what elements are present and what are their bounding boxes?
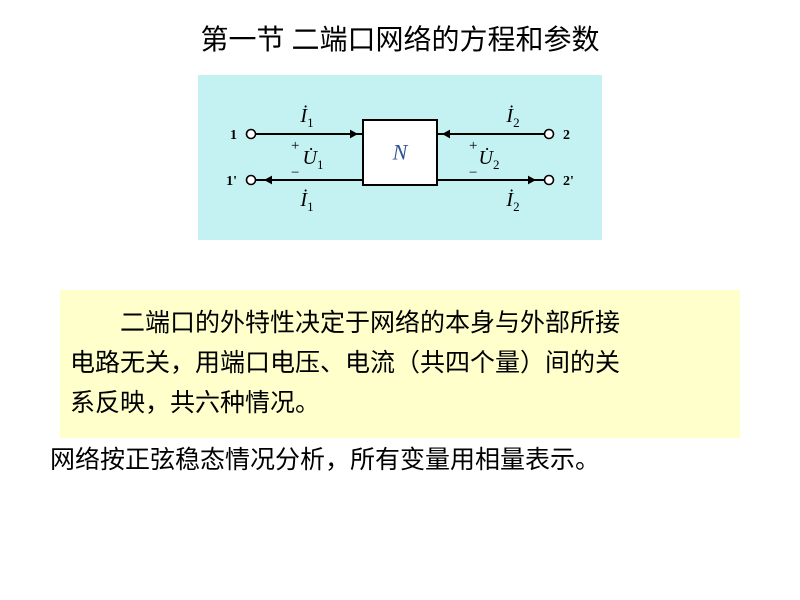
circuit-diagram: N11'22'İ1İ2İ1İ2U̇1U̇2+−+−	[198, 75, 602, 240]
svg-text:+: +	[469, 138, 477, 154]
page-title: 第一节 二端口网络的方程和参数	[0, 0, 800, 58]
highlight-line2: 电路无关，用端口电压、电流（共四个量）间的关	[70, 350, 620, 377]
svg-text:N: N	[392, 140, 409, 165]
highlight-line1: 二端口的外特性决定于网络的本身与外部所接	[120, 310, 620, 337]
highlight-paragraph: 二端口的外特性决定于网络的本身与外部所接 电路无关，用端口电压、电流（共四个量）…	[60, 290, 740, 438]
svg-text:1': 1'	[226, 174, 237, 189]
svg-text:2: 2	[563, 128, 570, 143]
svg-text:2': 2'	[563, 174, 574, 189]
svg-text:−: −	[469, 165, 477, 181]
svg-text:−: −	[291, 165, 299, 181]
bottom-text: 网络按正弦稳态情况分析，所有变量用相量表示。	[50, 440, 600, 476]
highlight-line3: 系反映，共六种情况。	[70, 390, 320, 417]
svg-text:1: 1	[230, 128, 237, 143]
svg-text:+: +	[291, 138, 299, 154]
